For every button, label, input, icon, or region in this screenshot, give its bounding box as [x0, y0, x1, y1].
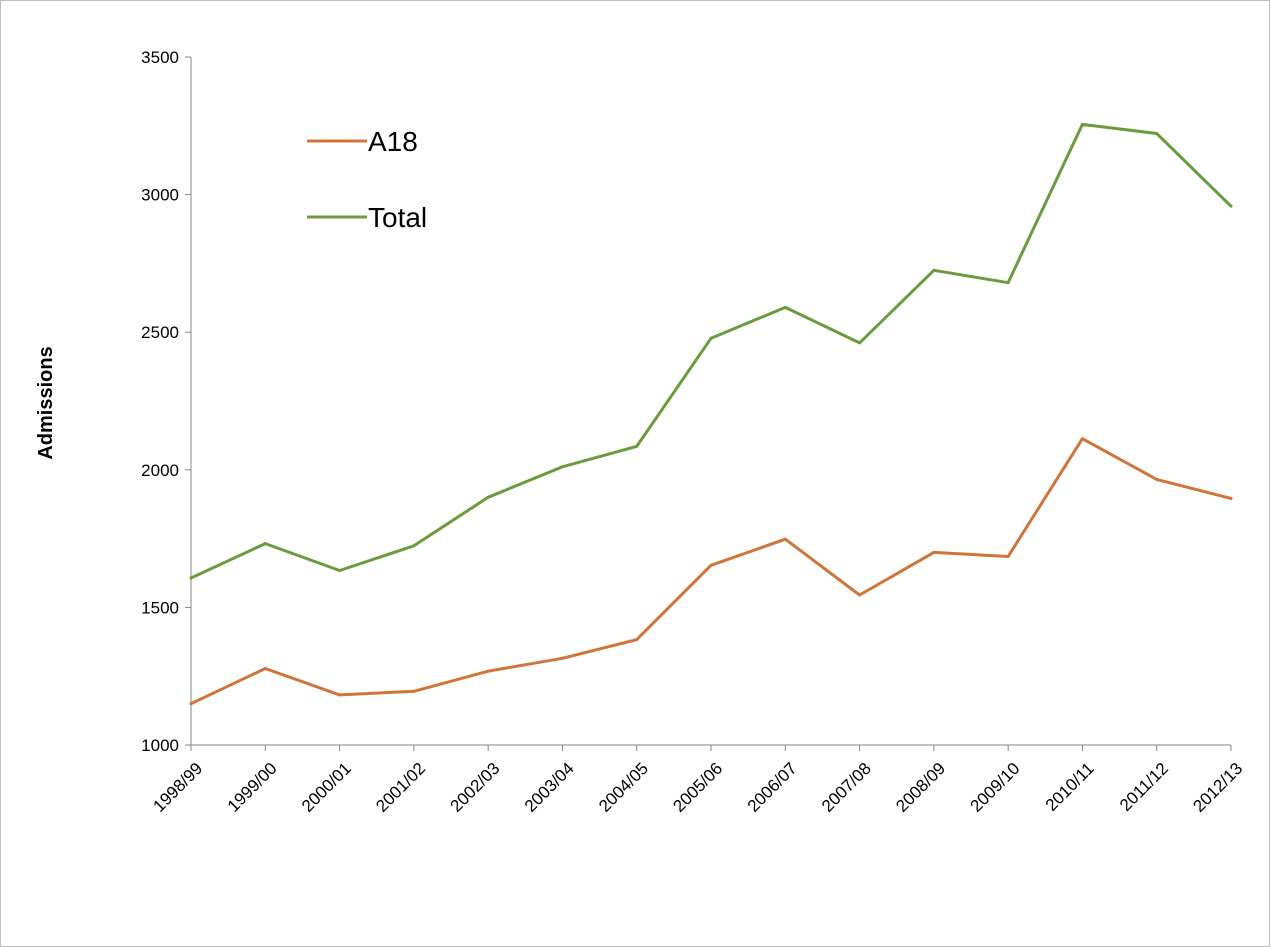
data-point-a18 — [635, 638, 639, 642]
data-point-total — [858, 341, 862, 345]
x-tick-label: 2007/08 — [818, 759, 875, 816]
data-point-total — [1080, 122, 1084, 126]
data-point-total — [1006, 281, 1010, 285]
legend-label-total: Total — [368, 202, 427, 233]
y-tick-label: 2500 — [141, 323, 179, 342]
x-tick-label: 2003/04 — [521, 759, 578, 816]
x-tick-label: 2010/11 — [1042, 759, 1098, 815]
series-layer — [189, 122, 1233, 706]
x-tick-label: 2009/10 — [967, 759, 1024, 816]
data-point-a18 — [1080, 437, 1084, 441]
data-point-total — [635, 444, 639, 448]
y-tick-label: 1500 — [141, 598, 179, 617]
data-point-total — [932, 268, 936, 272]
x-tick-label: 1999/00 — [224, 759, 281, 816]
data-point-total — [412, 544, 416, 548]
data-point-a18 — [1229, 496, 1233, 500]
x-tick-label: 1998/99 — [149, 759, 206, 816]
data-point-total — [1155, 132, 1159, 136]
series-line-total — [189, 122, 1233, 580]
data-point-total — [709, 336, 713, 340]
data-point-total — [560, 465, 564, 469]
data-point-total — [263, 542, 267, 546]
data-point-a18 — [858, 593, 862, 597]
y-tick-label: 3500 — [141, 48, 179, 67]
axes: 1000 1500 2000 2500 3000 3500 1998/99 1999/00 20… — [141, 48, 1246, 816]
series-line-a18 — [189, 437, 1233, 706]
x-tick-label: 2008/09 — [892, 759, 949, 816]
data-point-total — [783, 305, 787, 309]
data-point-a18 — [1155, 477, 1159, 481]
y-axis-title: Admissions — [35, 346, 57, 459]
data-point-a18 — [338, 693, 342, 697]
data-point-a18 — [189, 702, 193, 706]
legend-label-a18: A18 — [368, 126, 418, 157]
data-point-a18 — [932, 550, 936, 554]
y-tick-label: 3000 — [141, 186, 179, 205]
x-tick-label: 2004/05 — [595, 759, 652, 816]
y-tick-label: 2000 — [141, 461, 179, 480]
data-point-a18 — [560, 656, 564, 660]
data-point-a18 — [709, 563, 713, 567]
data-point-a18 — [263, 666, 267, 670]
data-point-a18 — [783, 537, 787, 541]
x-tick-label: 2005/06 — [669, 759, 726, 816]
data-point-a18 — [486, 669, 490, 673]
x-tick-label: 2012/13 — [1189, 759, 1246, 816]
data-point-a18 — [412, 689, 416, 693]
x-tick-label: 2011/12 — [1116, 759, 1172, 815]
x-tick-label: 2000/01 — [298, 759, 355, 816]
x-tick-label: 2001/02 — [372, 759, 429, 816]
x-tick-label: 2002/03 — [447, 759, 504, 816]
data-point-total — [1229, 204, 1233, 208]
data-point-total — [189, 576, 193, 580]
data-point-total — [486, 495, 490, 499]
data-point-total — [338, 569, 342, 573]
data-point-a18 — [1006, 554, 1010, 558]
legend: A18 Total — [307, 126, 427, 233]
y-tick-label: 1000 — [141, 736, 179, 755]
x-tick-label: 2006/07 — [744, 759, 801, 816]
